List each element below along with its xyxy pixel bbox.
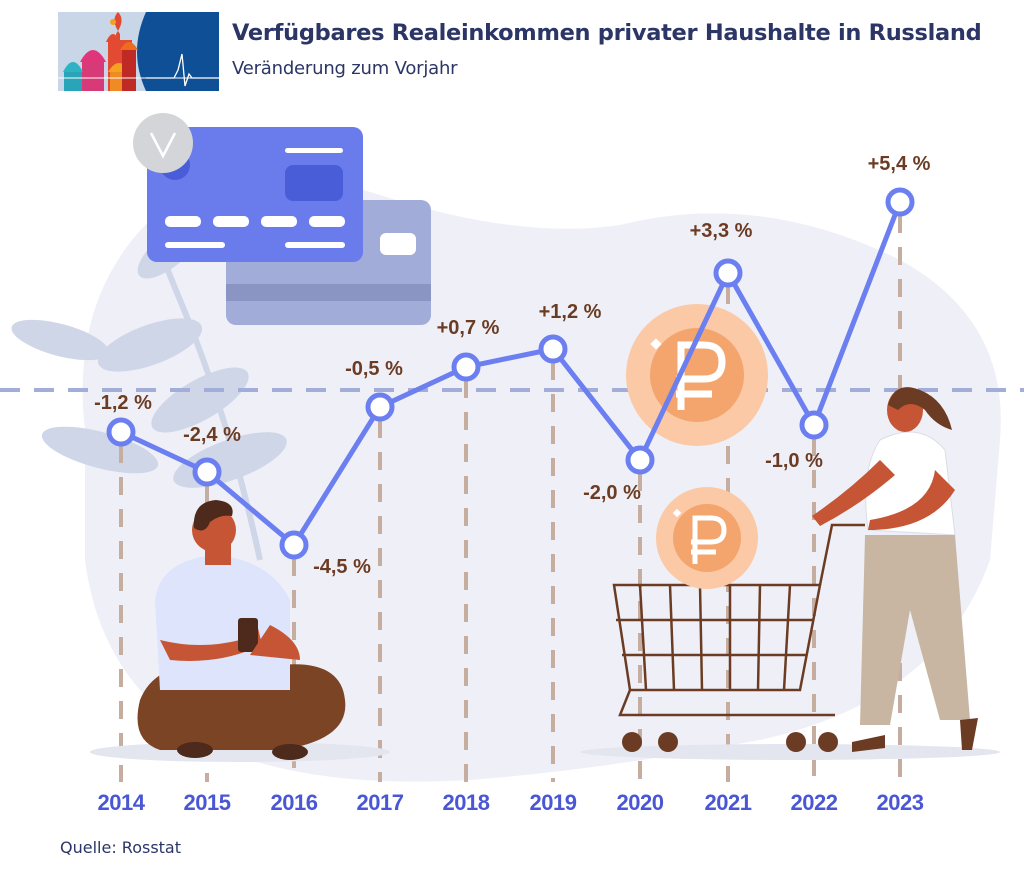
value-label-2022: -1,0 % xyxy=(765,450,823,472)
value-label-2017: -0,5 % xyxy=(345,358,403,380)
marker-2017 xyxy=(365,392,395,422)
chart-title: Verfügbares Realeinkommen privater Haush… xyxy=(232,20,982,46)
marker-2016 xyxy=(279,530,309,560)
x-axis-label-2020: 2020 xyxy=(616,790,664,815)
shopping-cart-illustration xyxy=(580,387,1000,760)
marker-2015 xyxy=(192,457,222,487)
credit-card-illustration xyxy=(133,113,431,325)
marker-2014 xyxy=(106,417,136,447)
chart-header: Verfügbares Realeinkommen privater Haush… xyxy=(58,12,1018,92)
marker-2023 xyxy=(885,187,915,217)
x-axis-label-2017: 2017 xyxy=(356,790,404,815)
logo-kremlin-icon xyxy=(58,12,219,91)
value-label-2016: -4,5 % xyxy=(313,556,371,578)
value-label-2019: +1,2 % xyxy=(538,301,602,323)
marker-2018 xyxy=(451,352,481,382)
x-axis-label-2023: 2023 xyxy=(876,790,924,815)
marker-2022 xyxy=(799,410,829,440)
ruble-coin-small-icon xyxy=(656,487,758,589)
x-axis-label-2022: 2022 xyxy=(790,790,838,815)
marker-2021 xyxy=(713,258,743,288)
chart-subtitle: Veränderung zum Vorjahr xyxy=(232,58,458,79)
value-label-2014: -1,2 % xyxy=(94,392,152,414)
background-blob xyxy=(82,177,1001,782)
value-label-2020: -2,0 % xyxy=(583,482,641,504)
marker-2020 xyxy=(625,445,655,475)
value-label-2021: +3,3 % xyxy=(689,220,753,242)
x-axis-label-2018: 2018 xyxy=(442,790,490,815)
sitting-man-illustration xyxy=(90,500,390,762)
value-label-2018: +0,7 % xyxy=(436,317,500,339)
ruble-coin-icon xyxy=(626,304,768,446)
x-axis-label-2019: 2019 xyxy=(529,790,577,815)
x-axis-label-2014: 2014 xyxy=(97,790,145,815)
value-label-2023: +5,4 % xyxy=(867,153,931,175)
x-axis-label-2021: 2021 xyxy=(704,790,752,815)
data-markers xyxy=(106,187,915,560)
marker-2019 xyxy=(538,334,568,364)
x-axis-label-2016: 2016 xyxy=(270,790,318,815)
data-line xyxy=(119,201,903,549)
value-label-2015: -2,4 % xyxy=(183,424,241,446)
source-note: Quelle: Rosstat xyxy=(60,838,181,857)
x-axis-label-2015: 2015 xyxy=(183,790,231,815)
